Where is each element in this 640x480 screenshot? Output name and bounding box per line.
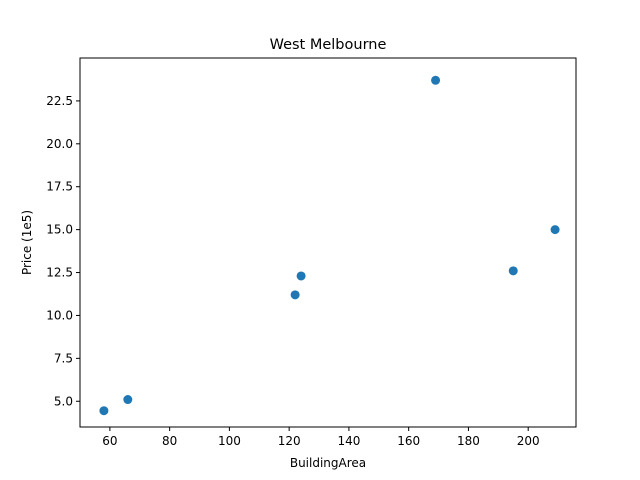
y-tick-label: 22.5 xyxy=(46,94,73,108)
data-point xyxy=(508,266,518,276)
data-point xyxy=(296,271,306,281)
data-point xyxy=(123,395,133,405)
y-tick-label: 7.5 xyxy=(54,351,73,365)
data-point xyxy=(290,290,300,300)
x-tick-label: 60 xyxy=(102,434,117,448)
x-tick-label: 100 xyxy=(218,434,241,448)
y-tick-label: 15.0 xyxy=(46,223,73,237)
chart-title: West Melbourne xyxy=(270,37,387,53)
data-point xyxy=(99,406,109,416)
data-point xyxy=(550,225,560,235)
y-tick-label: 5.0 xyxy=(54,394,73,408)
x-tick-label: 160 xyxy=(397,434,420,448)
x-axis-label: BuildingArea xyxy=(290,456,366,470)
ticks-layer: 60 80 100 120 140 160 180 200 5.0 7.5 10.0 12.5 15.0… xyxy=(46,94,539,448)
y-tick-label: 12.5 xyxy=(46,266,73,280)
y-tick-label: 17.5 xyxy=(46,180,73,194)
y-tick-label: 20.0 xyxy=(46,137,73,151)
points-layer xyxy=(99,75,560,416)
x-tick-label: 180 xyxy=(457,434,480,448)
x-tick-label: 140 xyxy=(337,434,360,448)
plot-frame xyxy=(79,57,577,428)
data-point xyxy=(431,75,441,85)
y-axis-label: Price (1e5) xyxy=(20,210,34,275)
x-tick-label: 200 xyxy=(517,434,540,448)
x-tick-label: 120 xyxy=(278,434,301,448)
x-tick-label: 80 xyxy=(162,434,177,448)
y-tick-label: 10.0 xyxy=(46,308,73,322)
